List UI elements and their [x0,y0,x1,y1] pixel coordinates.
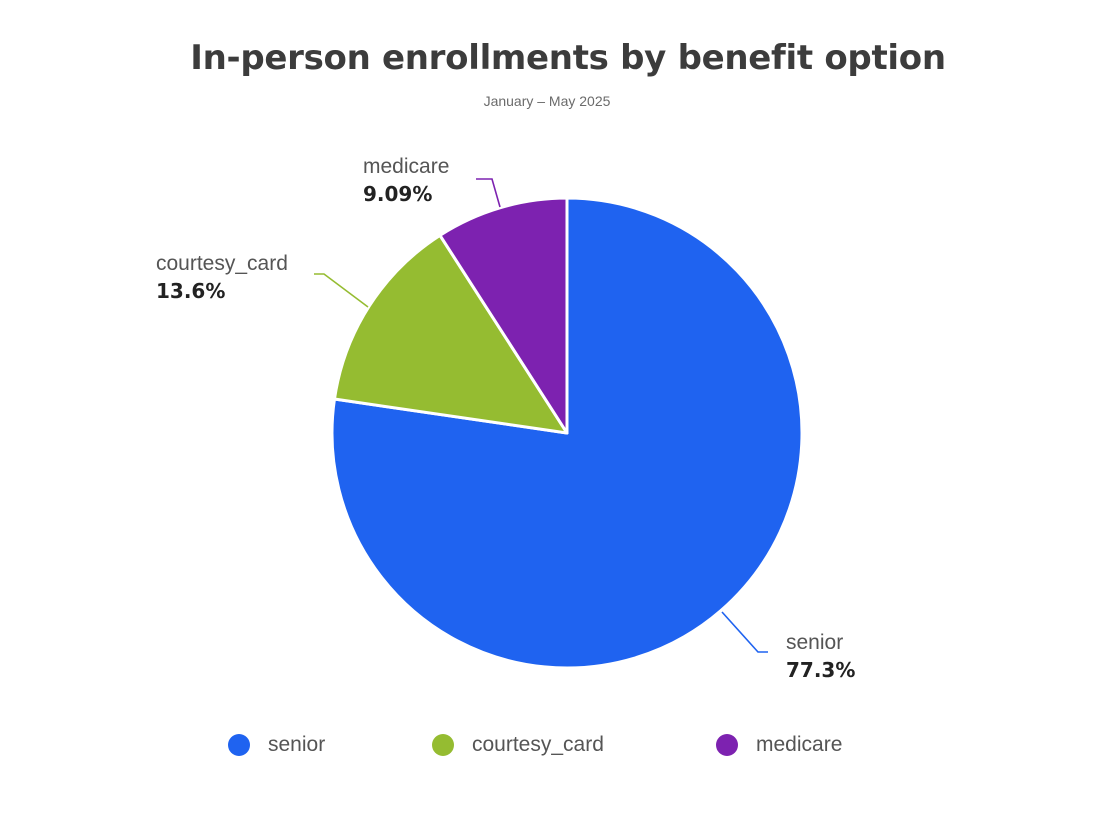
legend-swatch-courtesy-card [432,734,454,756]
legend-item-senior[interactable]: senior [228,730,325,760]
leader-line-senior [721,611,768,653]
leader-lines [314,178,768,653]
slice-label-courtesy-card: courtesy_card [156,252,288,275]
leader-line-courtesy-card [314,273,369,308]
pie-slice-medicare[interactable] [438,196,569,435]
legend-item-medicare[interactable]: medicare [716,730,842,760]
slice-label-senior: senior [786,631,843,654]
slice-value-medicare: 9.09% [363,182,432,206]
legend-label-courtesy-card: courtesy_card [472,733,604,756]
chart-subtitle: January – May 2025 [483,93,611,109]
chart-title: In-person enrollments by benefit option [190,38,946,78]
leader-line-medicare [476,178,501,208]
slice-value-courtesy-card: 13.6% [156,279,225,303]
slice-label-medicare: medicare [363,155,449,178]
slice-labels: senior 77.3% courtesy_card 13.6% medicare 9.0… [156,155,855,682]
legend-item-courtesy-card[interactable]: courtesy_card [432,730,604,760]
legend: senior courtesy_card medicare [0,730,1112,760]
pie-slices [330,196,804,670]
legend-label-medicare: medicare [756,733,843,756]
legend-swatch-medicare [716,734,738,756]
legend-label-senior: senior [268,733,326,756]
legend-swatch-senior [228,734,250,756]
slice-value-senior: 77.3% [786,658,855,682]
pie-slice-courtesy-card[interactable] [332,233,569,435]
